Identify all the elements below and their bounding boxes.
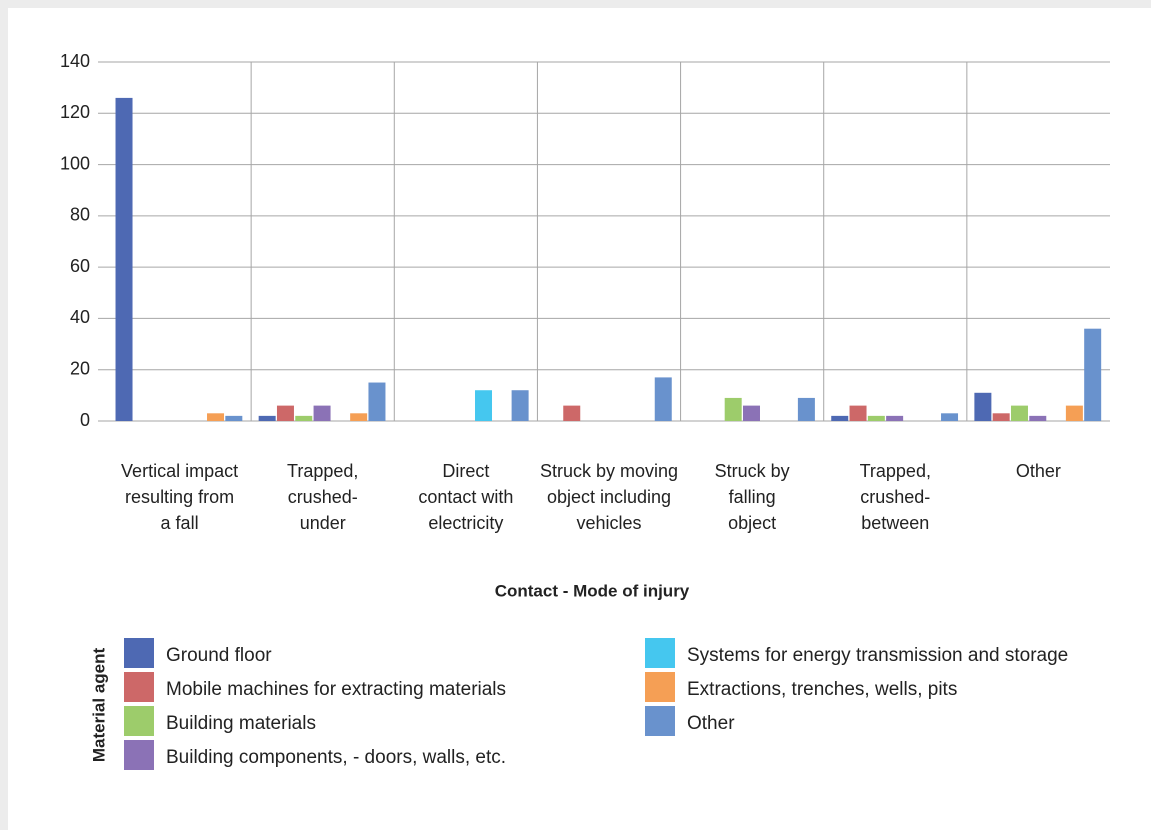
bar: [724, 397, 742, 421]
bar: [313, 405, 331, 421]
legend-label: Building materials: [166, 713, 316, 734]
legend-swatch: [124, 638, 154, 668]
bar: [276, 405, 294, 421]
bar: [1065, 405, 1083, 421]
bar: [225, 415, 243, 421]
y-tick-label: 80: [70, 205, 90, 225]
legend-label: Extractions, trenches, wells, pits: [687, 679, 957, 700]
bar: [941, 413, 959, 421]
bar: [1029, 415, 1047, 421]
bar: [368, 382, 386, 421]
x-axis-title: Contact - Mode of injury: [495, 581, 690, 600]
x-tick-label: Direct contact with electricity: [418, 461, 513, 533]
x-tick-label: Struck by falling object: [715, 461, 790, 533]
legend-label: Ground floor: [166, 645, 272, 666]
bar: [742, 405, 760, 421]
x-tick-label: Trapped, crushed-between: [860, 461, 931, 533]
x-tick-label: Vertical impact resulting from a fall: [121, 461, 238, 533]
x-tick-label: Other: [1016, 461, 1061, 481]
bar: [1084, 328, 1102, 421]
x-tick-label: Trapped, crushed-under: [287, 461, 358, 533]
bar: [475, 390, 493, 421]
bar: [295, 415, 313, 421]
legend-swatch: [124, 672, 154, 702]
legend-label: Mobile machines for extracting materials: [166, 679, 506, 700]
bar: [115, 97, 133, 422]
bar: [654, 377, 672, 421]
legend-swatch: [645, 706, 675, 736]
legend-title: Material agent: [89, 648, 108, 763]
y-tick-label: 120: [60, 102, 90, 122]
bar: [849, 405, 867, 421]
y-tick-label: 40: [70, 307, 90, 327]
bar: [258, 415, 276, 421]
bar: [831, 415, 849, 421]
bar: [350, 413, 368, 421]
y-tick-label: 60: [70, 256, 90, 276]
legend-swatch: [645, 672, 675, 702]
bar: [992, 413, 1010, 421]
legend-swatch: [645, 638, 675, 668]
bar: [1010, 405, 1028, 421]
bar: [867, 415, 885, 421]
y-tick-label: 140: [60, 51, 90, 71]
x-tick-label: Struck by moving object including vehicles: [540, 461, 678, 533]
legend-swatch: [124, 706, 154, 736]
bar: [886, 415, 904, 421]
bar: [974, 392, 992, 421]
legend-label: Systems for energy transmission and stor…: [687, 645, 1068, 666]
y-tick-label: 20: [70, 358, 90, 378]
y-tick-label: 0: [80, 410, 90, 430]
legend-swatch: [124, 740, 154, 770]
bar: [563, 405, 581, 421]
legend-label: Building components, - doors, walls, etc…: [166, 747, 506, 768]
bar: [207, 413, 225, 421]
bar: [797, 397, 815, 421]
legend-label: Other: [687, 713, 735, 734]
y-tick-label: 100: [60, 153, 90, 173]
bar: [511, 390, 529, 421]
